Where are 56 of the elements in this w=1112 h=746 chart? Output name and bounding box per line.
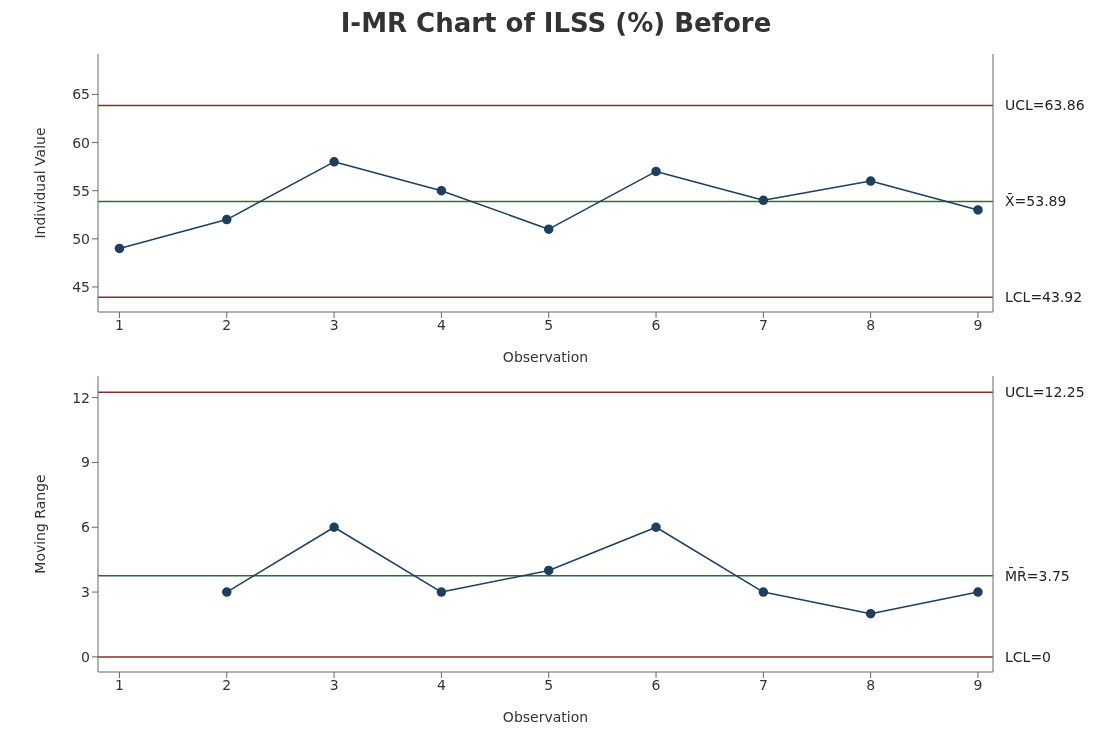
point <box>758 195 769 206</box>
y-tick-label: 12 <box>72 389 90 406</box>
point <box>651 522 661 532</box>
x-tick-label: 4 <box>436 316 446 333</box>
x-tick-label: 7 <box>758 316 768 333</box>
point <box>865 608 876 619</box>
x-tick-label: 7 <box>758 676 768 693</box>
point <box>329 157 339 167</box>
ref-line-label: X̄=53.89 <box>1005 192 1067 210</box>
point <box>973 587 983 597</box>
x-tick-label: 5 <box>544 316 554 333</box>
y-tick-label: 60 <box>72 134 90 151</box>
y-tick-label: 6 <box>81 519 91 536</box>
point <box>543 224 554 234</box>
point <box>651 166 661 177</box>
x-tick-label: 6 <box>651 676 661 693</box>
y-tick-label: 9 <box>81 454 90 471</box>
point <box>543 565 554 576</box>
x-tick-label: 2 <box>222 316 232 333</box>
point <box>436 185 447 196</box>
y-tick-label: 65 <box>72 86 90 103</box>
ref-line-label: UCL=63.86 <box>1005 97 1085 114</box>
point <box>222 587 232 597</box>
ref-line-label: LCL=0 <box>1005 648 1052 665</box>
point <box>758 587 769 597</box>
x-axis-title: Observation <box>502 709 589 725</box>
x-tick-label: 9 <box>973 676 983 693</box>
point <box>973 205 983 215</box>
x-tick-label: 5 <box>544 676 554 693</box>
ref-line-label: M̄R̄=3.75 <box>1005 567 1070 584</box>
x-tick-label: 8 <box>866 676 876 693</box>
y-axis-title: Moving Range <box>31 474 48 574</box>
x-tick-label: 1 <box>115 316 124 333</box>
y-tick-label: 45 <box>72 278 90 295</box>
x-tick-label: 6 <box>651 316 661 333</box>
x-tick-label: 3 <box>329 676 339 693</box>
ref-line-label: UCL=12.25 <box>1005 384 1085 401</box>
x-tick-label: 1 <box>115 676 124 693</box>
y-tick-label: 50 <box>72 230 90 247</box>
y-tick-label: 3 <box>81 584 90 601</box>
x-tick-label: 4 <box>436 676 446 693</box>
point <box>114 243 125 254</box>
point <box>865 176 876 186</box>
x-tick-label: 3 <box>329 316 339 333</box>
y-tick-label: 0 <box>81 648 90 665</box>
point <box>222 214 232 225</box>
point <box>329 522 339 532</box>
x-axis-title: Observation <box>502 349 589 365</box>
x-tick-label: 9 <box>973 316 983 333</box>
y-axis-title: Individual Value <box>31 127 48 239</box>
point <box>436 587 447 597</box>
chart-title: I-MR Chart of ILSS (%) Before <box>339 8 773 40</box>
x-tick-label: 2 <box>222 676 232 693</box>
ref-line-label: LCL=43.92 <box>1005 289 1083 306</box>
x-tick-label: 8 <box>866 316 876 333</box>
y-tick-label: 55 <box>72 182 90 199</box>
